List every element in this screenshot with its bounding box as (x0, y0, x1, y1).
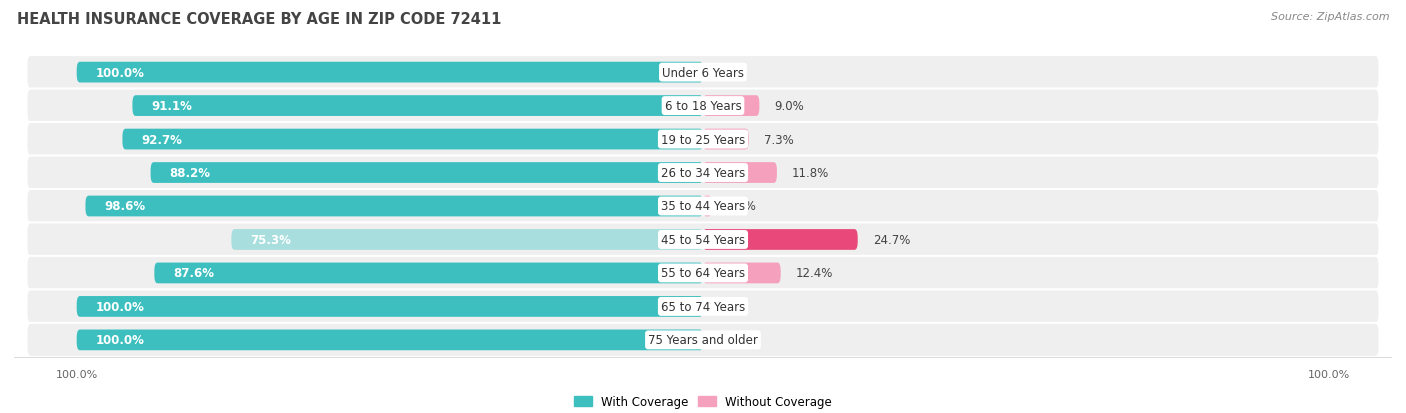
Text: 24.7%: 24.7% (873, 233, 910, 247)
Text: 100.0%: 100.0% (96, 66, 145, 79)
FancyBboxPatch shape (77, 296, 703, 317)
Text: 11.8%: 11.8% (792, 166, 830, 180)
Text: 87.6%: 87.6% (173, 267, 214, 280)
Text: 6 to 18 Years: 6 to 18 Years (665, 100, 741, 113)
FancyBboxPatch shape (132, 96, 703, 117)
FancyBboxPatch shape (703, 263, 780, 284)
FancyBboxPatch shape (77, 330, 703, 350)
FancyBboxPatch shape (703, 129, 749, 150)
Text: 100.0%: 100.0% (96, 334, 145, 347)
Text: Source: ZipAtlas.com: Source: ZipAtlas.com (1271, 12, 1389, 22)
FancyBboxPatch shape (703, 96, 759, 117)
FancyBboxPatch shape (27, 190, 1379, 223)
FancyBboxPatch shape (27, 323, 1379, 357)
Text: 26 to 34 Years: 26 to 34 Years (661, 166, 745, 180)
FancyBboxPatch shape (703, 163, 778, 183)
Text: 98.6%: 98.6% (104, 200, 145, 213)
FancyBboxPatch shape (27, 89, 1379, 123)
FancyBboxPatch shape (155, 263, 703, 284)
FancyBboxPatch shape (27, 123, 1379, 157)
Text: 100.0%: 100.0% (96, 300, 145, 313)
FancyBboxPatch shape (122, 129, 703, 150)
Legend: With Coverage, Without Coverage: With Coverage, Without Coverage (574, 395, 832, 408)
Text: 92.7%: 92.7% (141, 133, 181, 146)
Text: 12.4%: 12.4% (796, 267, 834, 280)
Text: 75.3%: 75.3% (250, 233, 291, 247)
FancyBboxPatch shape (27, 223, 1379, 257)
Text: 1.4%: 1.4% (727, 200, 756, 213)
Text: 9.0%: 9.0% (775, 100, 804, 113)
Text: Under 6 Years: Under 6 Years (662, 66, 744, 79)
Text: 7.3%: 7.3% (763, 133, 793, 146)
Text: 35 to 44 Years: 35 to 44 Years (661, 200, 745, 213)
Text: HEALTH INSURANCE COVERAGE BY AGE IN ZIP CODE 72411: HEALTH INSURANCE COVERAGE BY AGE IN ZIP … (17, 12, 502, 27)
Text: 0.0%: 0.0% (718, 66, 748, 79)
Text: 0.0%: 0.0% (718, 334, 748, 347)
FancyBboxPatch shape (150, 163, 703, 183)
Text: 65 to 74 Years: 65 to 74 Years (661, 300, 745, 313)
FancyBboxPatch shape (703, 230, 858, 250)
FancyBboxPatch shape (232, 230, 703, 250)
Text: 75 Years and older: 75 Years and older (648, 334, 758, 347)
Text: 45 to 54 Years: 45 to 54 Years (661, 233, 745, 247)
FancyBboxPatch shape (703, 196, 711, 217)
FancyBboxPatch shape (27, 256, 1379, 290)
FancyBboxPatch shape (86, 196, 703, 217)
FancyBboxPatch shape (27, 156, 1379, 190)
Text: 0.0%: 0.0% (718, 300, 748, 313)
FancyBboxPatch shape (27, 56, 1379, 90)
Text: 55 to 64 Years: 55 to 64 Years (661, 267, 745, 280)
Text: 19 to 25 Years: 19 to 25 Years (661, 133, 745, 146)
Text: 91.1%: 91.1% (152, 100, 193, 113)
FancyBboxPatch shape (77, 63, 703, 83)
FancyBboxPatch shape (27, 290, 1379, 324)
Text: 88.2%: 88.2% (169, 166, 211, 180)
